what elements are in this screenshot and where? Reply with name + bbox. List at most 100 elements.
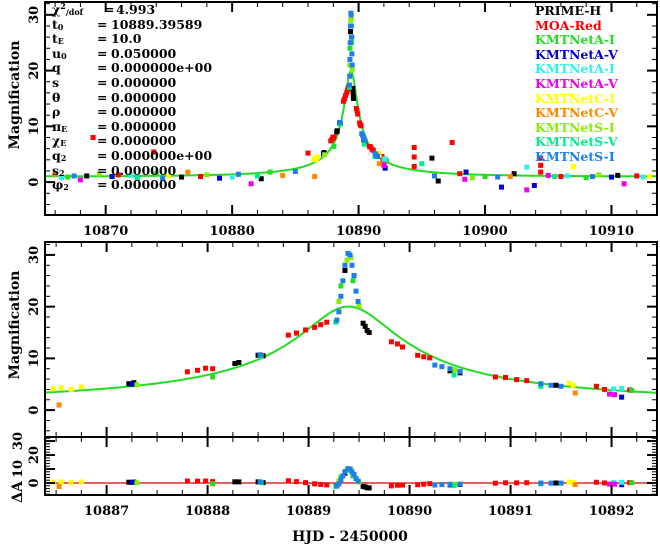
data-point-kmtnets-i	[257, 479, 263, 485]
data-point-kmtnets-i	[349, 34, 355, 40]
data-point-moa-red	[601, 386, 607, 392]
data-point-moa-red	[415, 352, 421, 358]
data-point-kmtneta-v	[621, 181, 627, 187]
parameter-value: 0.000000	[111, 118, 177, 134]
data-point-kmtnetc-v	[507, 174, 513, 180]
data-point-kmtneta-v	[77, 177, 83, 183]
data-point-moa-red	[538, 169, 544, 175]
data-point-kmtnetc-v	[52, 171, 58, 177]
legend-entry: KMTNetA-I	[535, 32, 615, 48]
parameter-symbol: πE	[52, 118, 68, 134]
data-point-moa-red	[318, 322, 324, 328]
data-point-kmtneta-i	[331, 143, 337, 149]
x-tick-label: 10890	[336, 224, 381, 239]
equals-sign: =	[97, 104, 108, 120]
x-tick-label: 10890	[387, 504, 432, 519]
data-point-moa-red	[358, 123, 364, 129]
data-point-kmtnets-i	[334, 317, 340, 323]
data-point-kmtnetc-i	[68, 386, 74, 392]
data-point-moa-red	[514, 377, 520, 383]
data-point-kmtnetc-i	[571, 163, 577, 169]
equals-sign: =	[97, 133, 108, 149]
data-point-kmtneta-i	[382, 156, 388, 162]
data-point-kmtneta-v	[381, 162, 387, 168]
data-point-prime-h	[366, 485, 372, 491]
y-axis-label-top: Magnification	[7, 41, 23, 150]
data-point-moa-red	[427, 355, 433, 361]
data-point-kmtnets-i	[342, 469, 348, 475]
data-point-prime-h	[429, 155, 435, 161]
data-point-kmtnets-i	[349, 469, 355, 475]
equals-sign: =	[97, 162, 108, 178]
data-point-moa-red	[303, 327, 309, 333]
data-point-kmtnets-v	[538, 383, 544, 389]
data-point-kmtnetc-i	[566, 479, 572, 485]
data-point-prime-h	[84, 173, 90, 179]
top-panel: 10870 10880 10890 10900 10910 0 10 20 30	[27, 1, 658, 239]
data-point-prime-h	[366, 330, 372, 336]
middle-plot-area	[45, 250, 657, 408]
parameter-value: 0.000000	[111, 162, 177, 178]
data-point-kmtnets-i	[349, 262, 355, 268]
data-point-prime-h	[511, 171, 517, 177]
data-point-kmtnets-i	[71, 173, 77, 179]
data-point-kmtnets-i	[349, 51, 355, 57]
data-point-moa-red	[324, 319, 330, 325]
parameter-symbol: u0	[52, 45, 67, 61]
data-point-kmtnetc-v	[312, 174, 318, 180]
data-point-kmtnets-i	[346, 82, 352, 88]
data-point-prime-h	[362, 323, 368, 329]
data-point-kmtnets-i	[356, 303, 362, 309]
data-point-moa-red	[343, 93, 349, 99]
data-point-moa-red	[492, 480, 498, 486]
data-point-kmtnetc-i	[314, 154, 320, 160]
data-point-kmtnets-i	[548, 382, 554, 388]
data-point-kmtneta-v	[612, 392, 618, 398]
data-point-kmtnets-i	[347, 40, 353, 46]
x-tick-label: 10870	[83, 224, 128, 239]
legend-entry: KMTNetC-V	[535, 105, 619, 121]
data-point-moa-red	[538, 162, 544, 168]
legend-entry: KMTNetS-I	[535, 148, 615, 164]
middle-frame	[44, 241, 658, 438]
data-point-kmtnets-i	[342, 262, 348, 268]
data-point-moa-red	[312, 481, 318, 487]
y-tick-label: 20	[27, 446, 42, 464]
data-point-moa-red	[203, 478, 209, 484]
data-point-kmtnets-i	[336, 481, 342, 487]
data-point-kmtnets-i	[347, 56, 353, 62]
data-point-kmtneta-i	[611, 386, 617, 392]
data-point-kmtnets-i	[548, 480, 554, 486]
data-point-prime-h	[334, 128, 340, 134]
data-point-kmtneta-i	[210, 374, 216, 380]
data-point-kmtneta-v	[498, 184, 504, 190]
data-point-moa-red	[394, 341, 400, 347]
data-point-prime-h	[350, 89, 356, 95]
data-point-kmtneta-v	[248, 181, 254, 187]
data-point-moa-red	[514, 480, 520, 486]
x-tick-label: 10891	[488, 504, 533, 519]
parameter-symbol: χ2/dof	[52, 1, 84, 17]
data-point-prime-h	[232, 479, 238, 485]
parameter-value: 0.000000	[111, 133, 177, 149]
data-point-prime-h	[360, 320, 366, 326]
y-tick-label: 20	[27, 298, 42, 316]
data-point-kmtnets-i	[375, 153, 381, 159]
data-point-kmtneta-v	[129, 479, 135, 485]
legend-entry: PRIME-H	[535, 3, 602, 18]
parameter-symbol: θ	[52, 89, 61, 105]
data-point-kmtnets-i	[351, 273, 357, 279]
data-point-kmtnets-i	[160, 176, 166, 182]
equals-sign: =	[97, 118, 108, 134]
data-point-kmtneta-i	[153, 171, 159, 177]
equals-sign: =	[104, 2, 115, 17]
data-point-kmtnets-i	[347, 252, 353, 258]
data-point-kmtnets-i	[348, 15, 354, 21]
parameter-symbol: s	[52, 74, 60, 90]
data-point-moa-red	[341, 96, 347, 102]
data-point-prime-h	[126, 479, 132, 485]
data-point-kmtnets-i	[447, 481, 453, 487]
data-point-kmtneta-i	[338, 283, 344, 289]
y-tick-label: 0	[27, 178, 42, 187]
